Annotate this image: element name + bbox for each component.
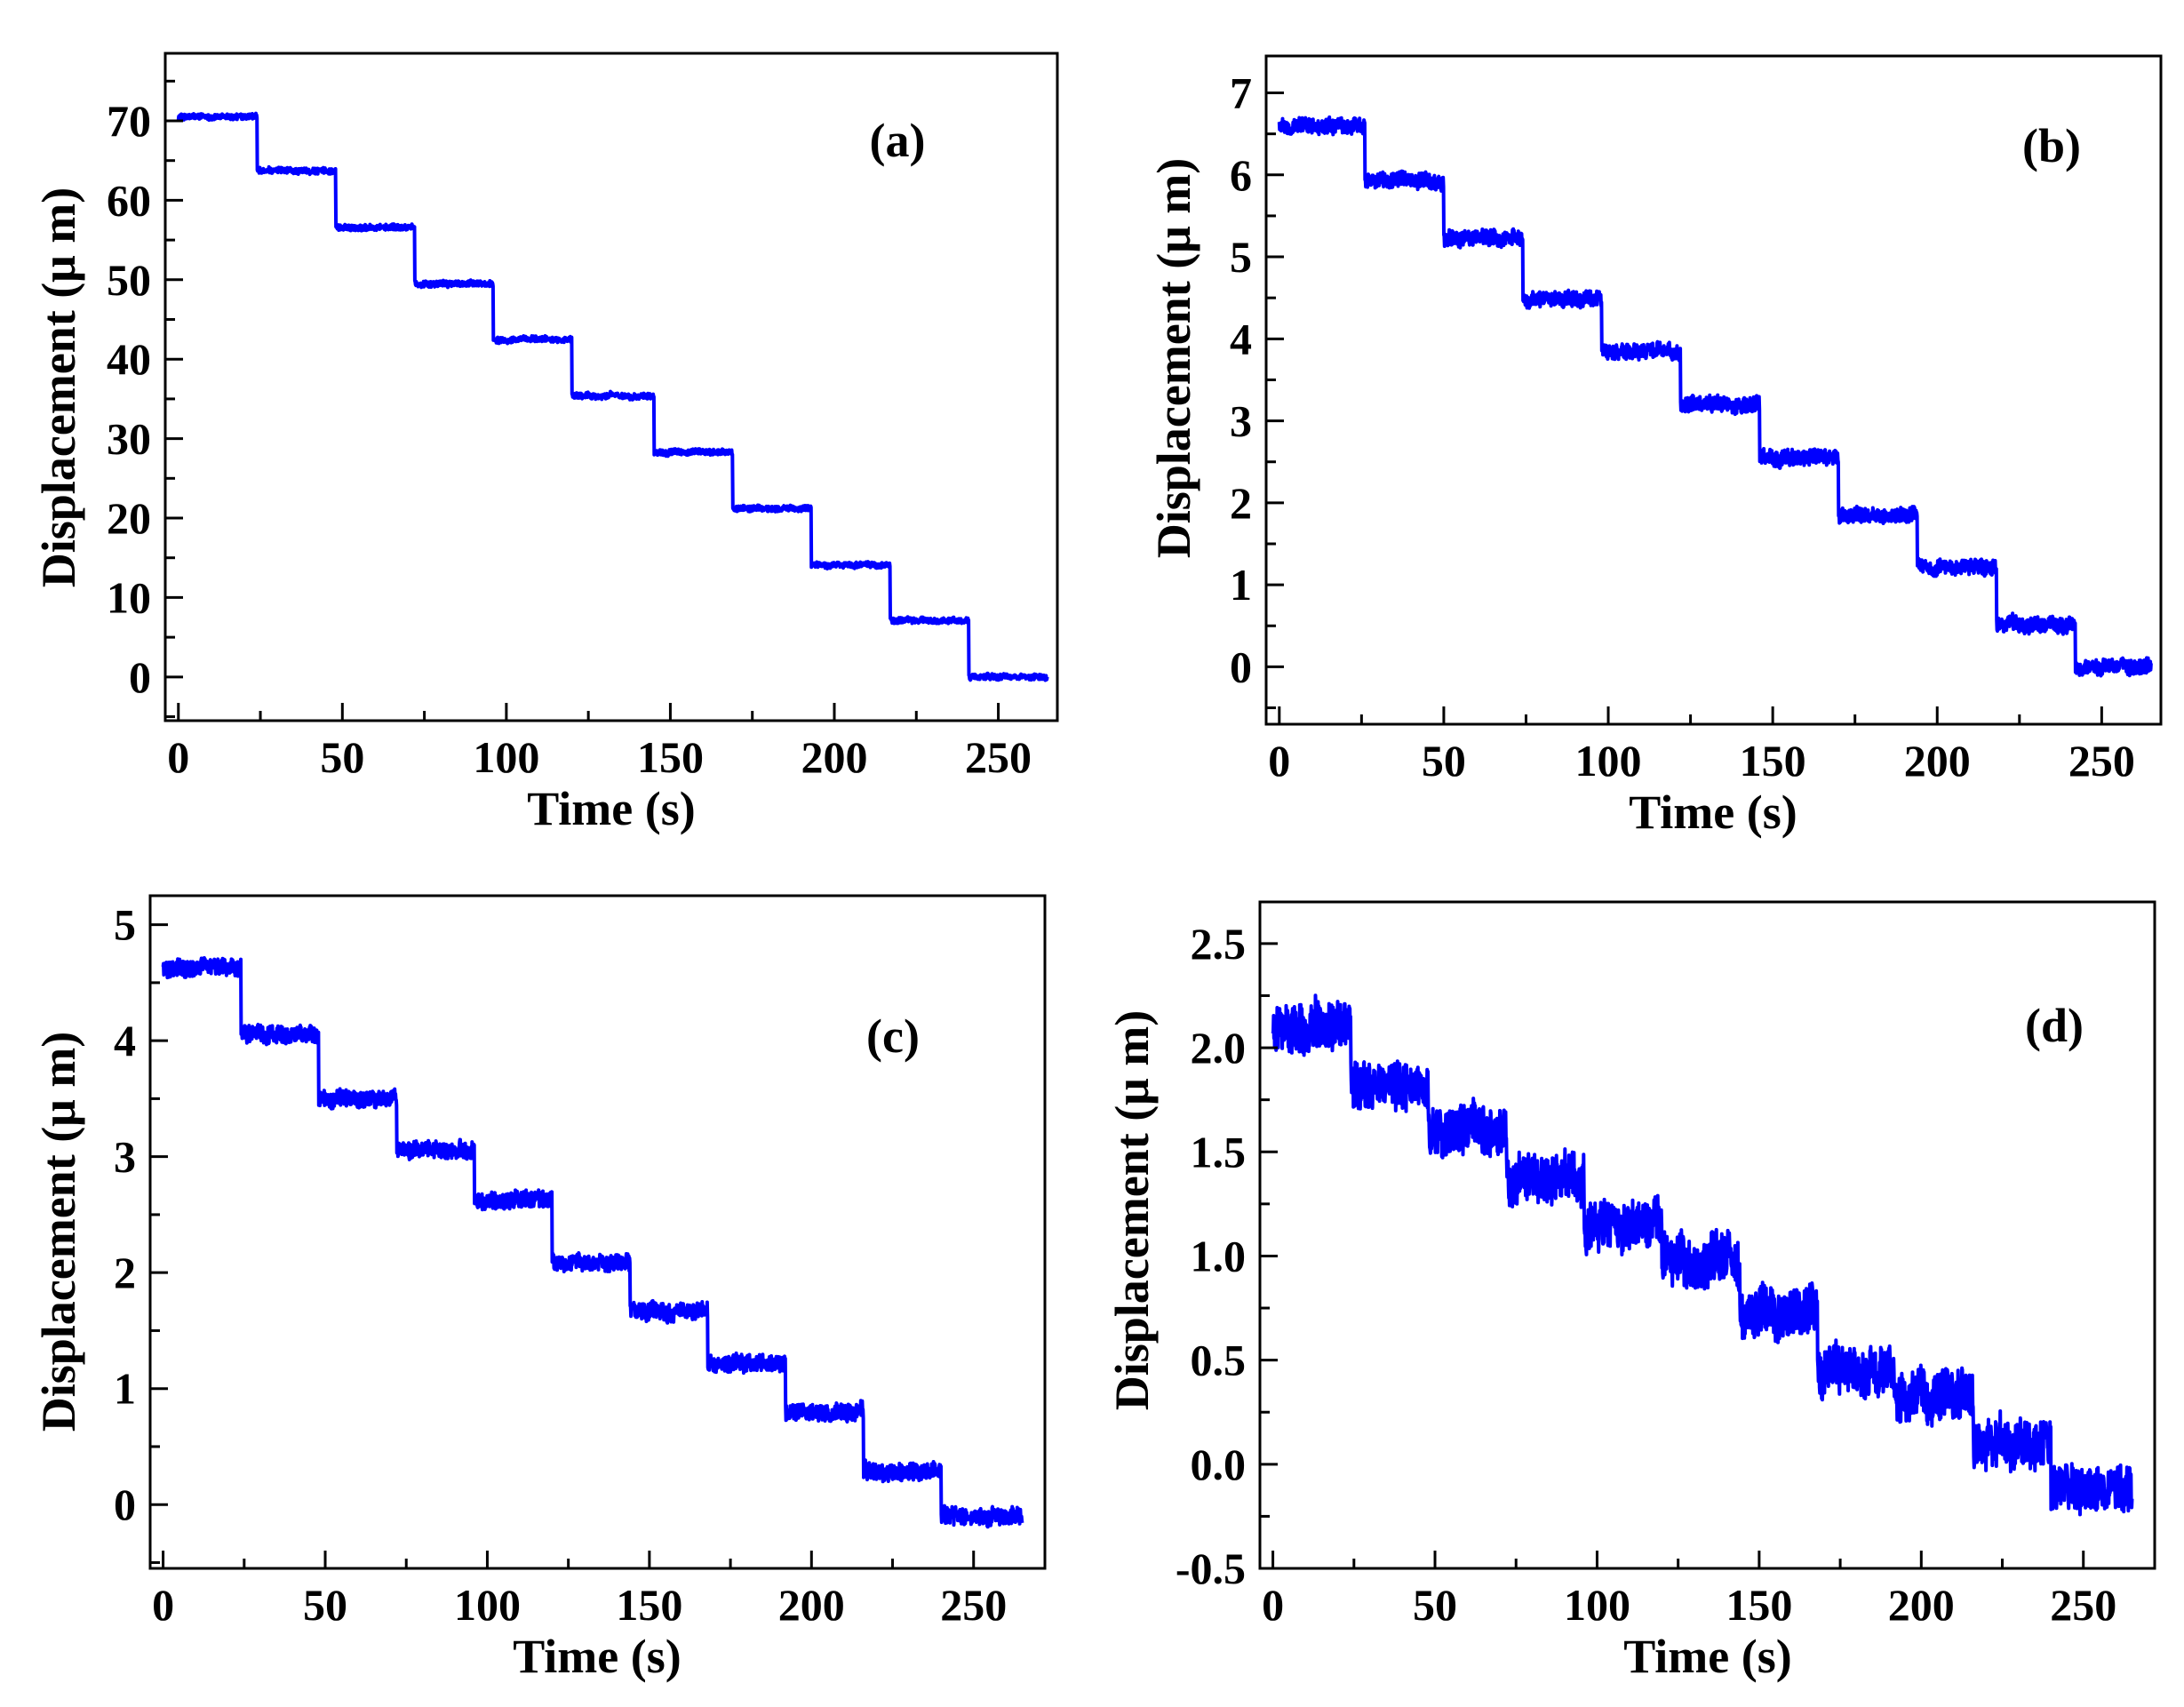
y-tick-label-a: 20 [107, 493, 151, 543]
axes-frame-c [148, 894, 1047, 1570]
y-tick-label-b: 6 [1230, 150, 1252, 200]
y-tick-label-b: 0 [1230, 642, 1252, 691]
y-tick-label-d: 0.5 [1191, 1336, 1247, 1385]
plot-area-d: 0 50 100 150 200 250 -0.5 0.0 0.5 1.0 1.5 2.0 2.5 [1176, 900, 2156, 1630]
y-tick-label-a: 70 [107, 96, 151, 146]
y-tick-label-c: 3 [114, 1132, 136, 1182]
panel-c: 0 50 100 150 200 250 0 1 2 3 4 5 Time (s) Displacem… [32, 894, 1047, 1683]
panel-label-a: (a) [870, 114, 926, 167]
y-tick-label-a: 0 [129, 652, 151, 702]
y-tick-label-d: 2.5 [1191, 919, 1247, 969]
data-line-a [176, 111, 1049, 682]
x-tick-label-a: 100 [473, 732, 539, 782]
x-tick-label-c: 250 [940, 1580, 1007, 1630]
y-axis-title-d: Displacement (μ m) [1105, 1010, 1159, 1411]
y-tick-label-b: 5 [1230, 232, 1252, 282]
y-tick-label-b: 1 [1230, 560, 1252, 610]
plot-area-a: 0 50 100 150 200 250 0 10 20 30 40 50 60 70 [107, 52, 1059, 782]
x-tick-label-d: 250 [2050, 1580, 2116, 1630]
x-tick-label-a: 250 [965, 732, 1032, 782]
x-tick-label-b: 200 [1904, 736, 1971, 786]
x-axis-title-c: Time (s) [513, 1630, 681, 1683]
x-axis-title-b: Time (s) [1629, 786, 1797, 839]
x-tick-label-a: 200 [801, 732, 868, 782]
y-tick-label-b: 4 [1230, 314, 1252, 363]
y-tick-label-c: 1 [114, 1364, 136, 1414]
y-tick-label-c: 0 [114, 1480, 136, 1529]
plot-area-b: 0 50 100 150 200 250 0 1 2 3 4 5 6 7 [1230, 54, 2163, 786]
y-tick-label-d: 1.0 [1191, 1231, 1247, 1280]
x-tick-label-c: 50 [303, 1580, 347, 1630]
panel-d: 0 50 100 150 200 250 -0.5 0.0 0.5 1.0 1.5 2.0 2.5 Ti… [1105, 900, 2156, 1683]
y-tick-label-b: 3 [1230, 396, 1252, 446]
y-tick-label-b: 2 [1230, 478, 1252, 528]
y-tick-label-d: 0.0 [1191, 1440, 1247, 1489]
y-tick-label-d: 1.5 [1191, 1127, 1247, 1177]
x-tick-label-a: 50 [320, 732, 364, 782]
x-tick-label-a: 150 [637, 732, 704, 782]
y-tick-label-a: 50 [107, 255, 151, 305]
panel-b: 0 50 100 150 200 250 0 1 2 3 4 5 6 7 Time (s) Displac… [1147, 54, 2163, 839]
x-tick-label-c: 0 [152, 1580, 174, 1630]
panel-label-d: (d) [2025, 999, 2084, 1052]
x-tick-label-c: 150 [616, 1580, 682, 1630]
y-axis-title-b: Displacement (μ m) [1147, 158, 1200, 559]
x-tick-label-c: 100 [454, 1580, 521, 1630]
x-tick-label-d: 150 [1726, 1580, 1792, 1630]
x-tick-label-b: 150 [1740, 736, 1806, 786]
x-tick-label-b: 0 [1268, 736, 1290, 786]
y-tick-label-c: 4 [114, 1016, 136, 1065]
y-tick-label-c: 5 [114, 900, 136, 950]
x-tick-label-a: 0 [167, 732, 189, 782]
axes-frame-b [1264, 54, 2163, 726]
axes-frame-d [1258, 900, 2156, 1570]
axes-frame-a [163, 52, 1059, 722]
plot-area-c: 0 50 100 150 200 250 0 1 2 3 4 5 [114, 894, 1047, 1630]
x-axis-title-a: Time (s) [527, 782, 695, 835]
y-tick-label-a: 30 [107, 414, 151, 464]
x-tick-label-d: 100 [1564, 1580, 1630, 1630]
panel-label-b: (b) [2022, 119, 2081, 172]
data-line-c [161, 956, 1024, 1529]
x-tick-label-d: 50 [1413, 1580, 1457, 1630]
y-tick-label-a: 60 [107, 175, 151, 225]
y-tick-label-d: -0.5 [1176, 1543, 1246, 1593]
x-axis-title-d: Time (s) [1623, 1630, 1791, 1683]
panel-label-c: (c) [866, 1009, 920, 1063]
x-tick-label-b: 250 [2068, 736, 2135, 786]
x-tick-label-d: 0 [1262, 1580, 1284, 1630]
x-tick-label-b: 100 [1575, 736, 1642, 786]
x-tick-label-d: 200 [1888, 1580, 1955, 1630]
y-axis-title-c: Displacement (μ m) [32, 1032, 85, 1432]
data-line-b [1277, 115, 2153, 678]
x-tick-label-b: 50 [1422, 736, 1466, 786]
data-line-d [1271, 993, 2134, 1517]
y-axis-title-a: Displacement (μ m) [32, 187, 85, 588]
x-tick-label-c: 200 [778, 1580, 845, 1630]
y-tick-label-a: 10 [107, 572, 151, 622]
y-tick-label-b: 7 [1230, 68, 1252, 118]
y-tick-label-c: 2 [114, 1248, 136, 1297]
y-tick-label-a: 40 [107, 334, 151, 384]
y-tick-label-d: 2.0 [1191, 1023, 1247, 1073]
